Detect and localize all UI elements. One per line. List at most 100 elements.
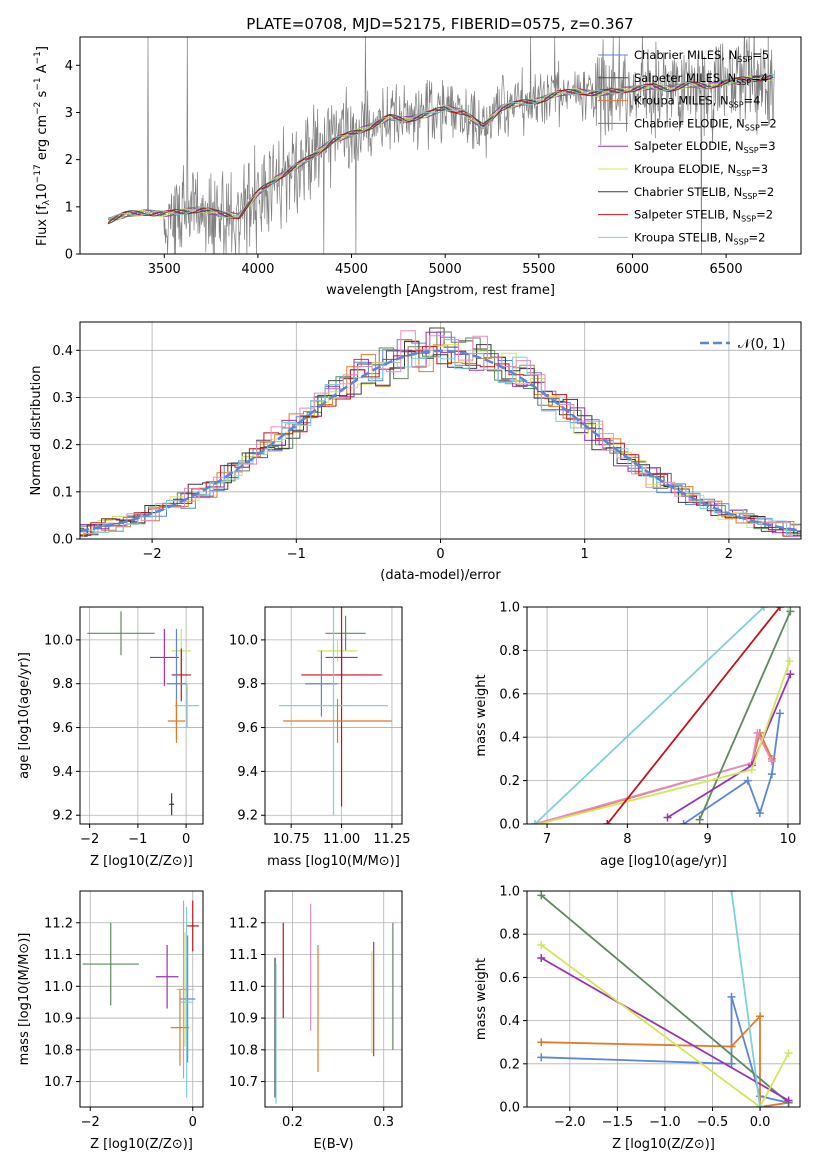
gaussian-curve bbox=[80, 349, 801, 532]
y-tick-label: 9.8 bbox=[52, 677, 73, 692]
x-tick-label: 10.75 bbox=[273, 832, 310, 847]
weight-line bbox=[667, 673, 792, 819]
y-tick-label: 9.6 bbox=[237, 721, 258, 736]
age-vs-Z-axes: −2 −1 0 9.2 9.4 9.6 9.8 10.0 Z [log10(Z/Z⊙)] age … bbox=[17, 606, 204, 869]
x-tick-label: 0.3 bbox=[373, 1115, 394, 1130]
y-tick-label: 0.6 bbox=[499, 687, 520, 702]
x-tick-label: 0 bbox=[436, 547, 444, 562]
y-tick-label: 11.1 bbox=[44, 948, 73, 963]
x-tick-label: 6500 bbox=[710, 262, 743, 277]
weight-marker bbox=[663, 813, 672, 822]
y-axis-label: age [log10(age/yr)] bbox=[17, 652, 32, 779]
weight-marker bbox=[753, 728, 762, 737]
y-tick-label: 11.0 bbox=[229, 980, 258, 995]
x-axis-label: Z [log10(Z/Z⊙)] bbox=[90, 1137, 193, 1152]
x-tick-label: 4000 bbox=[241, 262, 274, 277]
errorbar-point bbox=[149, 628, 179, 686]
errorbar-point bbox=[179, 935, 196, 1063]
errorbar-point bbox=[169, 793, 175, 816]
y-tick-label: 1.0 bbox=[499, 601, 520, 616]
weight-marker bbox=[537, 1053, 546, 1062]
errorbar-point bbox=[180, 906, 193, 1098]
x-tick-label: 5000 bbox=[429, 262, 462, 277]
weight-marker bbox=[727, 891, 736, 895]
mass-weight-vs-Z-frame bbox=[526, 890, 801, 1108]
legend-label: Chabrier MILES, NSSP=5 bbox=[634, 48, 769, 64]
y-tick-label: 1.0 bbox=[499, 885, 520, 900]
y-tick-label: 9.4 bbox=[52, 765, 73, 780]
legend-label: 𝒩(0, 1) bbox=[738, 337, 785, 352]
residual-histogram-axes: −2 −1 0 1 2 0.0 0.1 0.2 0.3 0.4 𝒩(0, 1) (data-model… bbox=[29, 321, 802, 583]
weight-line bbox=[606, 607, 781, 824]
y-tick-label: 9.4 bbox=[237, 765, 258, 780]
x-tick-label: 7 bbox=[543, 832, 551, 847]
weight-marker bbox=[537, 1038, 546, 1047]
weight-marker bbox=[767, 757, 776, 766]
y-tick-label: 9.6 bbox=[52, 721, 73, 736]
errorbar-point bbox=[155, 945, 179, 1009]
x-tick-label: −1.5 bbox=[602, 1115, 634, 1130]
x-axis-label: (data-model)/error bbox=[380, 568, 501, 583]
weight-marker bbox=[727, 992, 736, 1001]
weight-marker bbox=[756, 1012, 765, 1021]
y-tick-label: 4 bbox=[65, 59, 73, 74]
weight-line bbox=[538, 661, 791, 824]
x-tick-label: −1 bbox=[287, 547, 306, 562]
x-tick-label: −1 bbox=[128, 832, 147, 847]
mass-vs-Z-frame bbox=[79, 890, 204, 1108]
errorbar-points bbox=[279, 607, 392, 816]
y-tick-label: 10.0 bbox=[229, 633, 258, 648]
x-tick-label: 0.0 bbox=[750, 1115, 771, 1130]
y-axis-label: mass [log10(M/M⊙)] bbox=[17, 933, 32, 1066]
y-tick-label: 0.4 bbox=[499, 731, 520, 746]
mass-weight-vs-age-frame bbox=[526, 606, 801, 825]
x-tick-label: 11.25 bbox=[373, 832, 410, 847]
spectrum-axes: 3500 4000 4500 5000 5500 6000 6500 0 1 2 3 4 Chabrie… bbox=[33, 36, 802, 298]
weight-line bbox=[540, 944, 790, 1107]
weight-line bbox=[538, 730, 773, 824]
x-axis-label: age [log10(age/yr)] bbox=[600, 854, 727, 869]
y-tick-label: 10.7 bbox=[44, 1075, 73, 1090]
y-tick-label: 10.0 bbox=[44, 633, 73, 648]
y-tick-label: 11.0 bbox=[44, 980, 73, 995]
x-tick-label: 0.2 bbox=[282, 1115, 303, 1130]
weight-marker bbox=[747, 765, 756, 774]
weight-marker bbox=[759, 607, 768, 611]
y-tick-label: 0.0 bbox=[52, 533, 73, 548]
errorbar-points bbox=[82, 900, 199, 1098]
y-tick-label: 11.2 bbox=[44, 916, 73, 931]
y-tick-label: 0.1 bbox=[52, 485, 73, 500]
y-axis-label: mass weight bbox=[474, 958, 489, 1040]
weight-marker bbox=[743, 776, 752, 785]
legend-label: Chabrier STELIB, NSSP=2 bbox=[634, 185, 774, 201]
y-tick-label: 0.4 bbox=[52, 344, 73, 359]
errorbar-points bbox=[87, 611, 200, 816]
mass-weight-vs-age-axes: 7 8 9 10 0.0 0.2 0.4 0.6 0.8 1.0 age [log10(age/yr… bbox=[474, 601, 801, 869]
weight-line bbox=[540, 894, 790, 1104]
mass-vs-Z-axes: −2 0 10.7 10.8 10.9 11.0 11.1 11.2 Z [log10(Z/Z⊙… bbox=[17, 890, 204, 1152]
model-spectrum-line bbox=[107, 76, 774, 225]
mass-vs-ebv-frame bbox=[264, 890, 403, 1108]
weight-marker bbox=[537, 953, 546, 962]
y-tick-label: 0.8 bbox=[499, 928, 520, 943]
y-tick-label: 0 bbox=[65, 248, 73, 263]
x-axis-label: mass [log10(M/M⊙)] bbox=[267, 854, 400, 869]
y-tick-label: 9.2 bbox=[237, 809, 258, 824]
histogram-steps bbox=[80, 327, 801, 538]
x-tick-label: 2 bbox=[725, 547, 733, 562]
y-axis-label: Flux [fλ10−17 erg cm−2 s−1 A−1] bbox=[33, 46, 52, 246]
histogram-series bbox=[80, 330, 801, 538]
errorbar-point bbox=[325, 615, 366, 651]
legend-label: Salpeter MILES, NSSP=4 bbox=[634, 71, 768, 87]
errorbar-point bbox=[317, 639, 358, 662]
weight-line bbox=[730, 891, 761, 1107]
weight-marker bbox=[537, 891, 546, 900]
errorbar-point bbox=[171, 648, 191, 702]
x-axis-label: E(B-V) bbox=[313, 1137, 353, 1152]
x-tick-label: 11.00 bbox=[323, 832, 360, 847]
errorbar-point bbox=[283, 699, 392, 743]
model-spectrum-line bbox=[107, 74, 774, 219]
weight-marker bbox=[727, 1059, 736, 1068]
